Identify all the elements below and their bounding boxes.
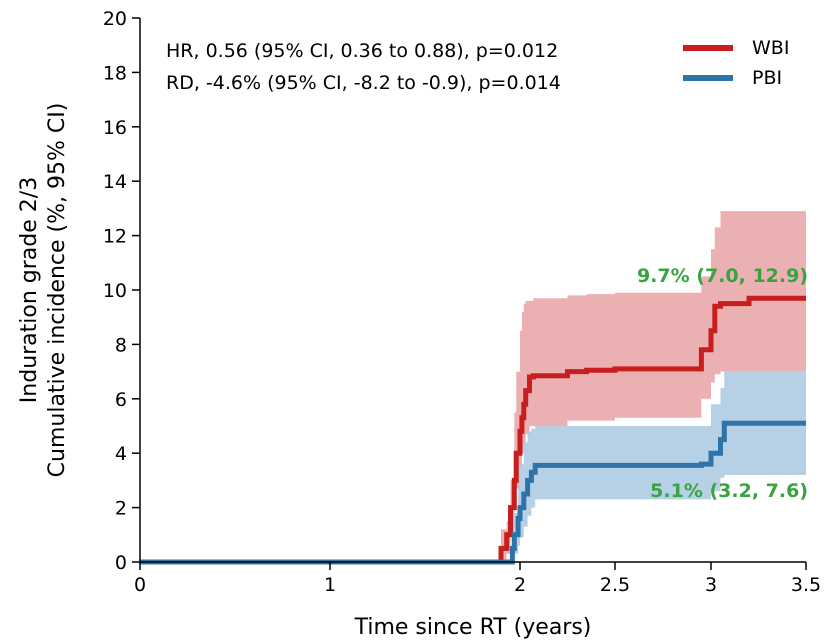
y-tick-label: 2	[115, 498, 127, 520]
series-line-wbi	[140, 295, 806, 565]
series-line-pbi	[140, 420, 806, 565]
y-tick-label: 18	[103, 62, 127, 84]
y-tick-label: 12	[103, 226, 127, 248]
x-tick-label: 3.5	[791, 574, 821, 596]
y-tick-label: 0	[115, 552, 127, 574]
ci-band-pbi	[140, 371, 806, 562]
rd-annotation: RD, -4.6% (95% CI, -8.2 to -0.9), p=0.01…	[166, 72, 561, 94]
ci-band-wbi	[140, 211, 806, 562]
legend-label-wbi: WBI	[752, 37, 789, 59]
legend-label-pbi: PBI	[752, 67, 782, 89]
y-axis-title-line-2: Cumulative incidence (%, 95% CI)	[45, 103, 70, 478]
y-tick-label: 8	[115, 334, 127, 356]
y-axis-title-line-1: Induration grade 2/3	[17, 177, 42, 403]
series-lines	[140, 295, 806, 565]
x-tick-label: 2	[514, 574, 526, 596]
x-tick-label: 1	[324, 574, 336, 596]
x-tick-label: 3	[705, 574, 717, 596]
x-tick-label: 2.5	[600, 574, 630, 596]
ci-bands	[140, 211, 806, 562]
y-tick-label: 4	[115, 443, 127, 465]
wbi-data-label: 9.7% (7.0, 12.9)	[637, 265, 808, 287]
y-tick-label: 14	[103, 171, 127, 193]
x-tick-label: 0	[134, 574, 146, 596]
y-tick-label: 10	[103, 280, 127, 302]
y-tick-label: 20	[103, 8, 127, 30]
pbi-data-label: 5.1% (3.2, 7.6)	[650, 480, 808, 502]
x-axis-title: Time since RT (years)	[354, 615, 592, 640]
y-axis-ticks: 0 2 4 6 8 10 12 14 16 18 20	[103, 8, 140, 574]
y-tick-label: 6	[115, 389, 127, 411]
hr-annotation: HR, 0.56 (95% CI, 0.36 to 0.88), p=0.012	[166, 40, 558, 62]
x-axis-ticks: 0 1 2 2.5 3 3.5	[134, 562, 821, 596]
legend: WBI PBI	[683, 37, 789, 89]
y-tick-label: 16	[103, 117, 127, 139]
